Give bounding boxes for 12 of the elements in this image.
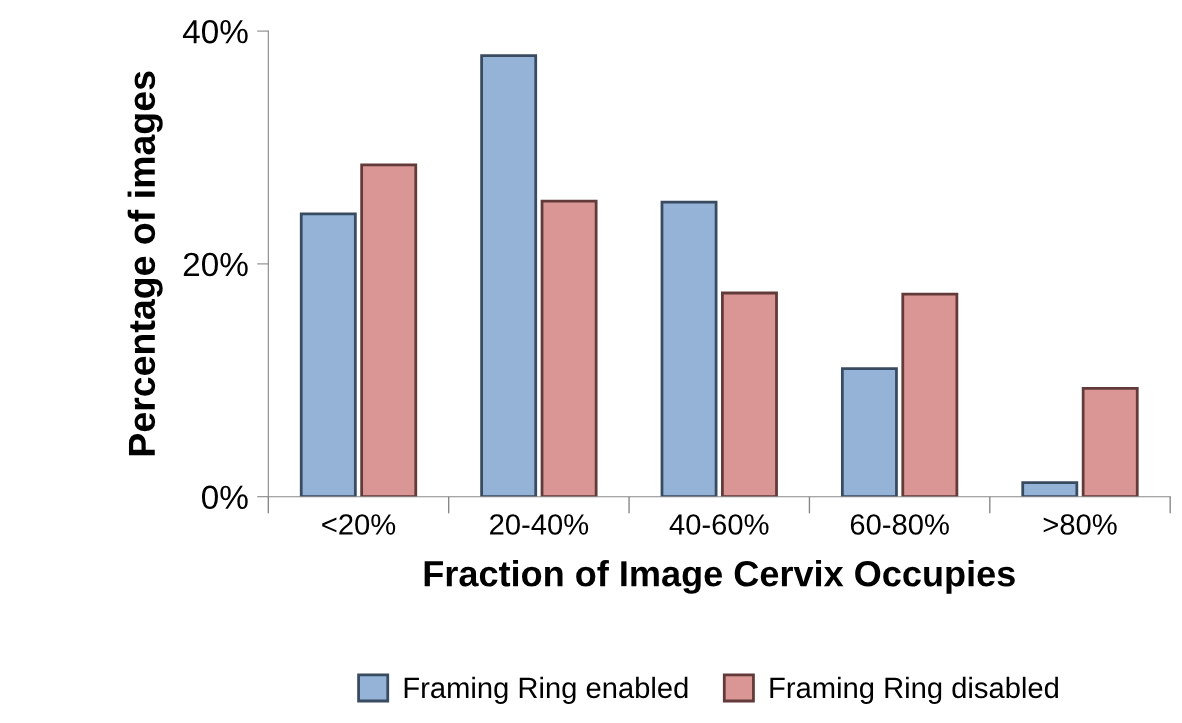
y-axis-title: Percentage of images	[127, 71, 163, 456]
x-tick-label: 20-40%	[490, 514, 589, 535]
legend-label: Framing Ring enabled	[404, 676, 688, 704]
x-axis-title: Fraction of Image Cervix Occupies	[424, 560, 1015, 594]
y-tick-label: 0%	[201, 485, 248, 510]
x-tick-label: 40-60%	[669, 514, 769, 535]
y-tick-label: 40%	[182, 19, 248, 44]
x-tick-label: 60-80%	[850, 514, 949, 535]
x-tick-label: <20%	[322, 514, 396, 535]
x-tick-label: >80%	[1043, 514, 1117, 535]
legend-label: Framing Ring disabled	[770, 676, 1058, 704]
y-tick-label: 20%	[183, 252, 248, 277]
